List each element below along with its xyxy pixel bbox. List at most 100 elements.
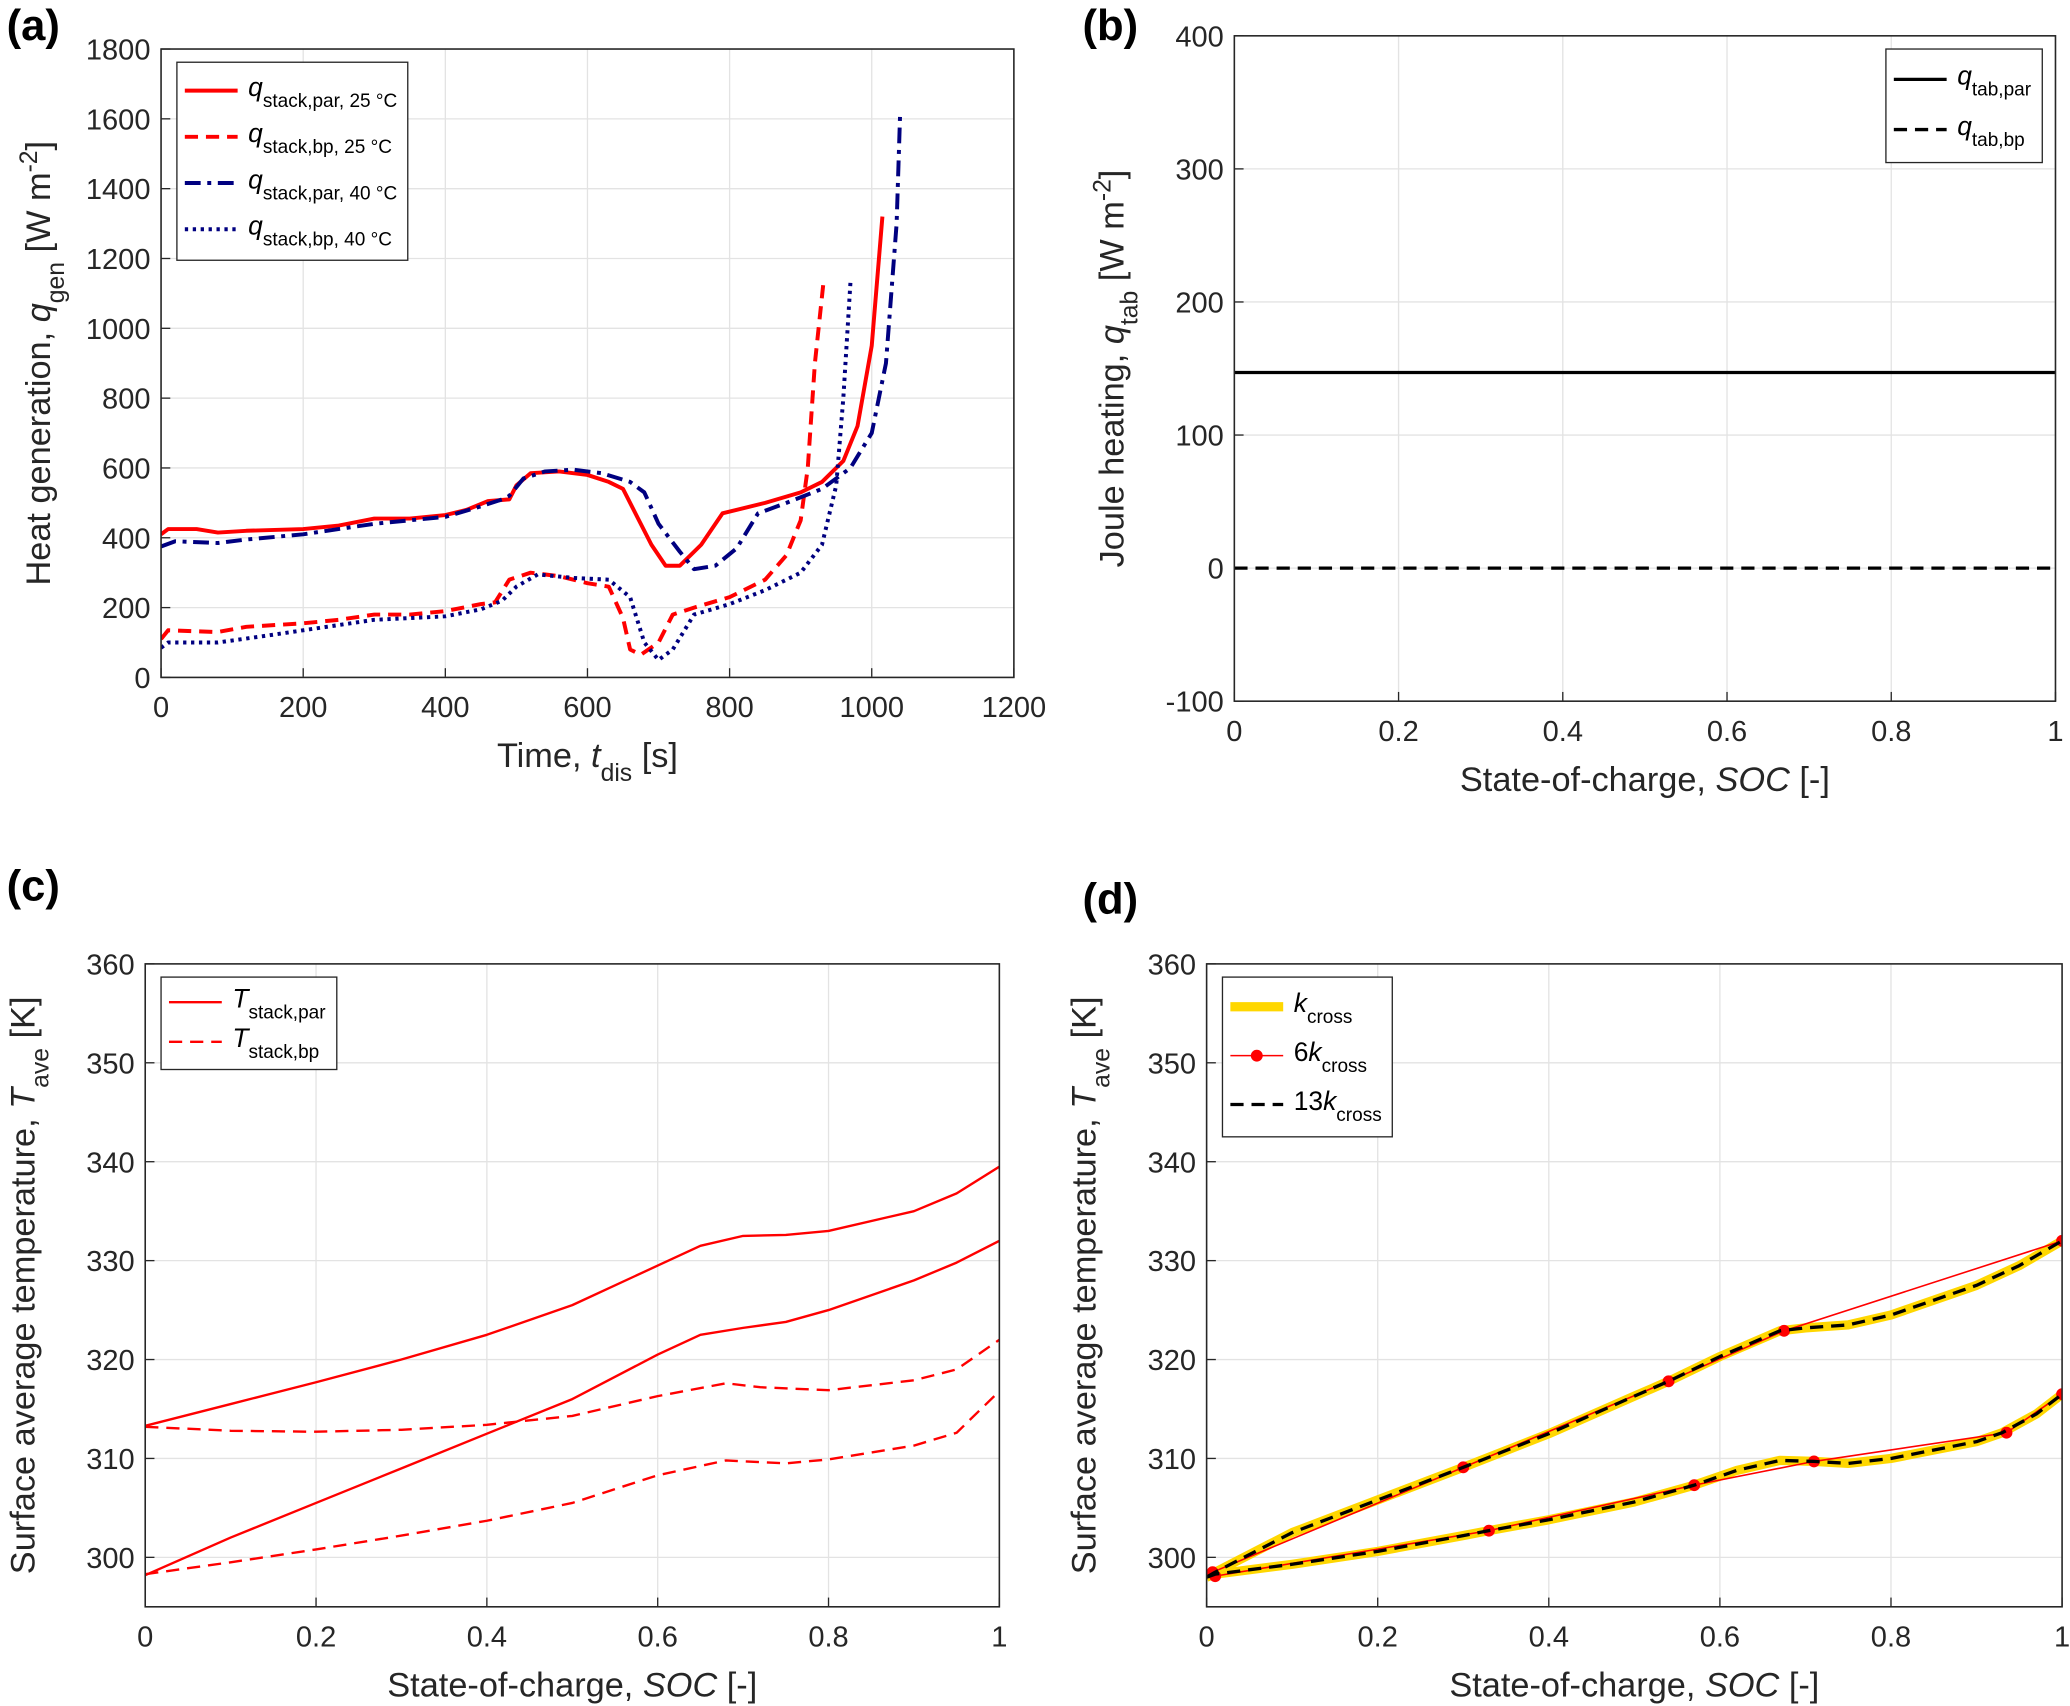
y-tick-label: 360 <box>1148 949 1196 981</box>
text-part: stack,bp <box>248 1042 319 1063</box>
y-tick-label: 320 <box>1148 1345 1196 1377</box>
y-tick-label: 200 <box>1175 288 1223 320</box>
series-line <box>145 1390 1000 1576</box>
panel-label: (a) <box>7 2 60 50</box>
text-part: SOC <box>643 1667 718 1705</box>
x-tick-label: 0.2 <box>296 1621 336 1653</box>
legend-box <box>1885 48 2043 164</box>
x-tick-label: 0.4 <box>1543 716 1583 748</box>
x-tick-label: 400 <box>421 692 469 724</box>
text-part: T <box>1066 1086 1104 1109</box>
text-part: -2 <box>16 150 43 172</box>
x-axis-label: Time, tdis [s] <box>497 737 678 786</box>
plot <box>1234 370 2056 570</box>
y-tick-label: 400 <box>102 523 150 555</box>
legend-label: 13kcross <box>1294 1086 1382 1126</box>
axes-box <box>144 963 1001 1608</box>
text-part: tab <box>1116 291 1143 325</box>
y-tick-label: 300 <box>1148 1543 1196 1575</box>
x-tick-label: 0.8 <box>1871 716 1911 748</box>
y-tick-label: 320 <box>86 1345 134 1377</box>
text-part: [K] <box>4 996 42 1048</box>
x-tick-label: 1 <box>2047 716 2063 748</box>
y-axis-label: Joule heating, qtab [W m-2] <box>1089 170 1143 568</box>
y-tick-label: 0 <box>1208 554 1224 586</box>
x-tick-label: 1200 <box>982 692 1047 724</box>
x-tick-label: 1 <box>991 1621 1007 1653</box>
text-part: ] <box>1093 170 1131 180</box>
legend-marker <box>1250 1049 1263 1062</box>
x-axis-label: State-of-charge, SOC [-] <box>1460 761 1830 799</box>
plot <box>1206 1234 2063 1583</box>
text-part: State-of-charge, <box>1460 761 1716 799</box>
legend-label: qstack,par, 25 °C <box>248 72 397 112</box>
text-part: T <box>232 983 250 1013</box>
legend-label: 6kcross <box>1294 1037 1367 1077</box>
y-tick-label: 330 <box>1148 1246 1196 1278</box>
text-part: ] <box>20 141 58 151</box>
legend-label: kcross <box>1294 988 1353 1028</box>
text-part: q <box>248 211 263 241</box>
y-tick-label: 340 <box>86 1147 134 1179</box>
text-part: stack,par <box>248 1002 326 1023</box>
text-part: stack,bp, 40 °C <box>263 229 392 250</box>
x-tick-label: 0.6 <box>1700 1621 1740 1653</box>
legend-label: qstack,par, 40 °C <box>248 164 397 204</box>
panel: (c) 0 0.2 0.4 0.6 0.8 1 300 310 320 330 340 350 360 St… <box>4 863 1007 1705</box>
y-tick-label: 310 <box>1148 1444 1196 1476</box>
text-part: q <box>1957 61 1972 91</box>
text-part: ave <box>27 1048 54 1088</box>
text-part: tab,bp <box>1972 129 2025 150</box>
text-part: gen <box>43 262 70 303</box>
marker <box>1778 1324 1790 1337</box>
text-part: -2 <box>1089 179 1116 201</box>
text-part: [W m <box>1093 201 1131 291</box>
legend-label: qtab,par <box>1957 61 2032 100</box>
text-part: stack,par, 25 °C <box>263 90 397 111</box>
series-line <box>161 216 885 568</box>
series-line <box>161 111 903 572</box>
x-tick-label: 0.8 <box>1871 1621 1911 1653</box>
y-axis-label: Surface average temperature, Tave [K] <box>4 996 53 1574</box>
text-part: [s] <box>632 737 678 775</box>
y-tick-label: 800 <box>102 384 150 416</box>
y-tick-label: 300 <box>1175 154 1223 186</box>
y-tick-label: 360 <box>86 949 134 981</box>
x-tick-label: 0 <box>137 1621 153 1653</box>
x-tick-label: 0.6 <box>638 1621 678 1653</box>
text-part: 6 <box>1294 1037 1309 1067</box>
y-tick-label: 600 <box>102 454 150 486</box>
text-part: q <box>248 118 263 148</box>
y-tick-label: 0 <box>134 663 150 695</box>
x-tick-label: 0 <box>1226 716 1242 748</box>
text-part: State-of-charge, <box>1449 1667 1705 1705</box>
panel-label: (c) <box>7 863 60 911</box>
text-part: k <box>1294 988 1309 1018</box>
text-part: k <box>1323 1086 1338 1116</box>
series-line <box>1206 1392 2063 1579</box>
text-part: ave <box>1088 1048 1115 1088</box>
legend-label: Tstack,par <box>232 983 326 1023</box>
x-tick-label: 0 <box>1199 1621 1215 1653</box>
x-tick-label: 0.4 <box>1529 1621 1569 1653</box>
text-part: tab,par <box>1972 79 2032 100</box>
text-part: T <box>4 1086 42 1109</box>
x-tick-label: 0.2 <box>1378 716 1418 748</box>
panel: (b)0 0.2 0.4 0.6 0.8 1-1000100200300400State-… <box>1083 2 2064 799</box>
text-part: dis <box>601 760 633 787</box>
text-part: T <box>232 1023 250 1053</box>
x-tick-label: 0.2 <box>1358 1621 1398 1653</box>
y-tick-label: 400 <box>1175 21 1223 53</box>
text-part: Surface average temperature, <box>4 1109 42 1574</box>
text-part: State-of-charge, <box>387 1667 643 1705</box>
x-axis-label: State-of-charge, SOC [-] <box>1449 1667 1819 1705</box>
x-tick-label: 0.4 <box>467 1621 507 1653</box>
y-tick-label: 1200 <box>86 244 151 276</box>
y-tick-label: 1000 <box>86 314 151 346</box>
text-part: k <box>1308 1037 1323 1067</box>
y-tick-label: 1400 <box>86 174 151 206</box>
text-part: cross <box>1336 1104 1381 1125</box>
